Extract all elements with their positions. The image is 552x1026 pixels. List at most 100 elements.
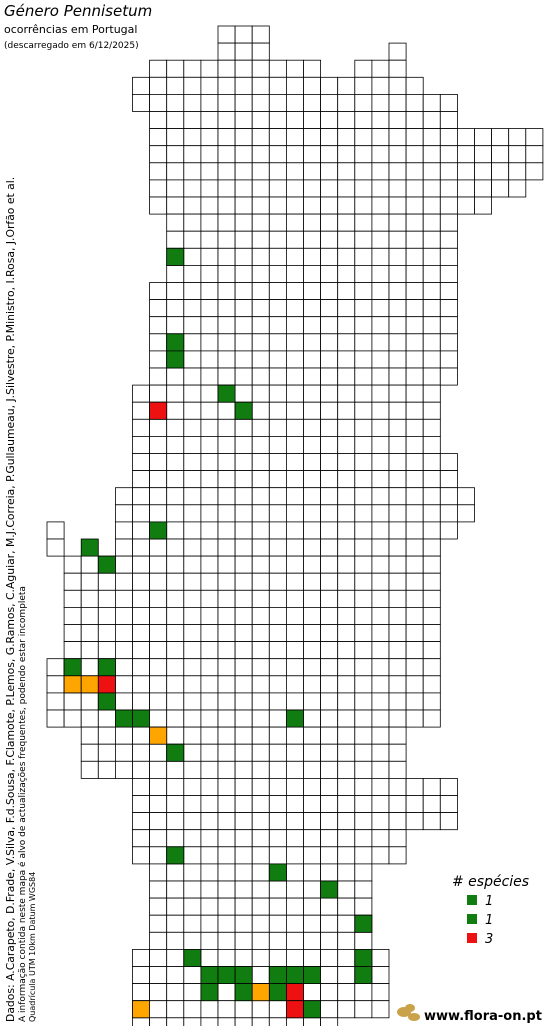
grid-cell	[285, 435, 304, 454]
grid-cell	[200, 213, 219, 232]
grid-cell	[388, 179, 407, 198]
grid-cell	[217, 572, 236, 591]
grid-cell	[337, 367, 356, 386]
grid-cell	[166, 504, 185, 523]
grid-cell	[46, 675, 65, 694]
grid-cell	[149, 504, 168, 523]
grid-cell	[337, 538, 356, 557]
grid-cell	[337, 914, 356, 933]
grid-cell	[371, 418, 390, 437]
grid-cell	[234, 333, 253, 352]
grid-cell	[303, 983, 322, 1002]
occurrence-cell	[234, 966, 253, 985]
grid-cell	[285, 829, 304, 848]
grid-cell	[320, 846, 339, 865]
grid-cell	[166, 1000, 185, 1019]
grid-cell	[268, 162, 287, 181]
grid-cell	[320, 230, 339, 249]
grid-cell	[303, 743, 322, 762]
grid-cell	[405, 162, 424, 181]
grid-cell	[268, 59, 287, 78]
grid-cell	[200, 367, 219, 386]
grid-cell	[422, 538, 441, 557]
grid-cell	[251, 282, 270, 301]
grid-cell	[422, 675, 441, 694]
grid-cell	[149, 692, 168, 711]
grid-cell	[149, 931, 168, 950]
grid-cell	[285, 1017, 304, 1026]
grid-cell	[251, 760, 270, 779]
grid-cell	[97, 589, 116, 608]
grid-cell	[405, 572, 424, 591]
grid-cell	[200, 949, 219, 967]
grid-cell	[149, 897, 168, 916]
legend-title: # espécies	[452, 874, 529, 890]
grid-cell	[320, 863, 339, 882]
grid-cell	[439, 812, 458, 831]
grid-cell	[268, 931, 287, 950]
grid-cell	[132, 983, 151, 1002]
grid-cell	[303, 230, 322, 249]
grid-cell	[354, 760, 373, 779]
grid-cell	[97, 726, 116, 745]
grid-cell	[354, 435, 373, 454]
legend-label: 1	[485, 894, 493, 909]
grid-cell	[234, 470, 253, 489]
grid-cell	[234, 795, 253, 814]
grid-cell	[166, 264, 185, 283]
grid-cell	[63, 641, 82, 660]
grid-cell	[132, 624, 151, 643]
grid-cell	[371, 572, 390, 591]
grid-cell	[303, 760, 322, 779]
grid-cell	[303, 607, 322, 625]
grid-cell	[422, 709, 441, 728]
grid-cell	[337, 589, 356, 608]
grid-cell	[439, 179, 458, 198]
grid-cell	[183, 213, 202, 232]
grid-cell	[371, 384, 390, 403]
grid-cell	[217, 726, 236, 745]
logo-icon	[397, 1004, 420, 1021]
grid-cell	[217, 555, 236, 574]
grid-cell	[217, 760, 236, 779]
grid-cell	[217, 1000, 236, 1019]
occurrence-cell	[166, 743, 185, 762]
grid-cell	[234, 196, 253, 215]
grid-cell	[46, 658, 65, 677]
grid-cell	[354, 333, 373, 352]
grid-cell	[80, 555, 99, 574]
grid-cell	[285, 624, 304, 643]
occurrence-cell	[217, 384, 236, 403]
grid-cell	[354, 316, 373, 335]
grid-cell	[371, 641, 390, 660]
grid-cell	[439, 470, 458, 489]
grid-cell	[354, 111, 373, 130]
grid-cell	[46, 692, 65, 711]
grid-cell	[337, 521, 356, 540]
grid-cell	[234, 299, 253, 318]
legend-swatch	[467, 914, 477, 924]
grid-cell	[337, 162, 356, 181]
grid-cell	[234, 94, 253, 112]
grid-cell	[217, 1017, 236, 1026]
grid-cell	[183, 384, 202, 403]
grid-cell	[234, 282, 253, 301]
grid-cell	[183, 196, 202, 215]
grid-cell	[337, 247, 356, 266]
grid-cell	[166, 196, 185, 215]
credits-authors: Dados: A.Carapeto, D.Frade, V.Silva, F.d…	[4, 177, 17, 1022]
grid-cell	[388, 795, 407, 814]
grid-cell	[80, 624, 99, 643]
grid-cell	[166, 145, 185, 164]
occurrence-cell	[63, 658, 82, 677]
grid-cell	[337, 778, 356, 796]
grid-cell	[200, 743, 219, 762]
grid-cell	[268, 1000, 287, 1019]
grid-cell	[217, 42, 236, 61]
grid-cell	[285, 333, 304, 352]
grid-cell	[388, 111, 407, 130]
grid-cell	[371, 162, 390, 181]
grid-cell	[132, 829, 151, 848]
grid-cell	[251, 607, 270, 625]
grid-cell	[320, 538, 339, 557]
